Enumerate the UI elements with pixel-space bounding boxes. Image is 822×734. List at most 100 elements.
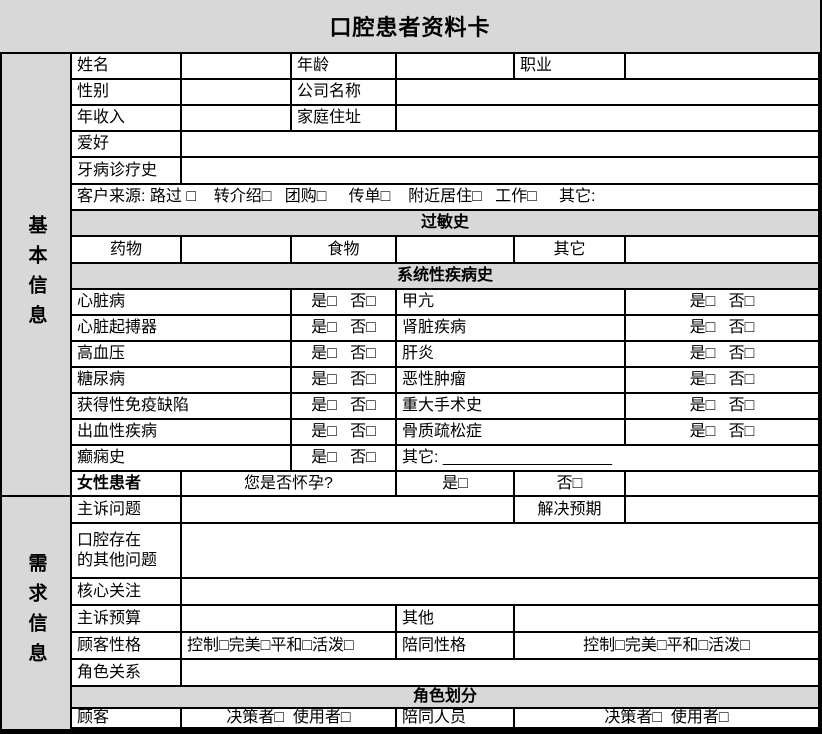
female-patient-label: 女性患者 — [72, 472, 182, 497]
allergy-food-label: 食物 — [292, 237, 397, 264]
form-body: 基本信息 需求信息 姓名 年龄 职业 性别 公司名称 年收 — [0, 54, 820, 729]
disease-right-label-2: 肝炎 — [397, 342, 626, 368]
pregnancy-yes-checkbox[interactable]: 是□ — [397, 472, 515, 497]
bottom-border-rule — [0, 729, 820, 734]
disease-left-label-5: 出血性疾病 — [72, 420, 292, 446]
table-row: 糖尿病 是□ 否□ 恶性肿瘤 是□ 否□ — [72, 368, 820, 394]
budget-other-value-cell[interactable] — [515, 606, 820, 633]
disease-right-yesno-1[interactable]: 是□ 否□ — [626, 316, 820, 342]
disease-right-yesno-2[interactable]: 是□ 否□ — [626, 342, 820, 368]
form-table: 姓名 年龄 职业 性别 公司名称 年收入 家庭住址 爱好 — [72, 54, 820, 729]
companion-personality-label: 陪同性格 — [397, 633, 515, 660]
other-oral-issues-value-cell[interactable] — [182, 524, 820, 579]
table-row: 口腔存在 的其他问题 — [72, 524, 820, 579]
disease-left-label-1: 心脏起搏器 — [72, 316, 292, 342]
table-row: 高血压 是□ 否□ 肝炎 是□ 否□ — [72, 342, 820, 368]
disease-right-yesno-5[interactable]: 是□ 否□ — [626, 420, 820, 446]
disease-right-label-5: 骨质疏松症 — [397, 420, 626, 446]
epilepsy-yesno[interactable]: 是□ 否□ — [292, 446, 397, 472]
disease-left-label-2: 高血压 — [72, 342, 292, 368]
other-oral-issues-label: 口腔存在 的其他问题 — [72, 524, 182, 579]
hobby-value-cell[interactable] — [182, 132, 820, 158]
chief-issue-value-cell[interactable] — [182, 497, 515, 524]
demand-info-label: 需求信息 — [25, 553, 47, 673]
disease-left-yesno-4[interactable]: 是□ 否□ — [292, 394, 397, 420]
allergy-food-value-cell[interactable] — [397, 237, 515, 264]
role-division-section-header: 角色划分 — [72, 687, 820, 709]
chief-issue-label: 主诉问题 — [72, 497, 182, 524]
role-customer-label: 顾客 — [72, 709, 182, 729]
disease-other-fill-line[interactable]: 其它: ___________________ — [397, 446, 820, 472]
role-customer-checkboxes[interactable]: 决策者□ 使用者□ — [182, 709, 397, 729]
disease-left-yesno-2[interactable]: 是□ 否□ — [292, 342, 397, 368]
table-row: 角色划分 — [72, 687, 820, 709]
gender-value-cell[interactable] — [182, 80, 292, 106]
disease-left-yesno-5[interactable]: 是□ 否□ — [292, 420, 397, 446]
allergy-drug-value-cell[interactable] — [182, 237, 292, 264]
table-row: 客户来源: 路过 □ 转介绍□ 团购□ 传单□ 附近居住□ 工作□ 其它: — [72, 185, 820, 211]
name-label: 姓名 — [72, 54, 182, 80]
page-title: 口腔患者资料卡 — [0, 0, 820, 54]
demand-info-section-label-cell: 需求信息 — [2, 497, 70, 729]
disease-right-label-4: 重大手术史 — [397, 394, 626, 420]
dental-history-value-cell[interactable] — [182, 158, 820, 185]
table-row: 性别 公司名称 — [72, 80, 820, 106]
role-companion-checkboxes[interactable]: 决策者□ 使用者□ — [515, 709, 820, 729]
disease-left-yesno-1[interactable]: 是□ 否□ — [292, 316, 397, 342]
role-relation-label: 角色关系 — [72, 660, 182, 687]
core-concern-value-cell[interactable] — [182, 579, 820, 606]
table-row: 牙病诊疗史 — [72, 158, 820, 185]
table-row: 顾客 决策者□ 使用者□ 陪同人员 决策者□ 使用者□ — [72, 709, 820, 729]
table-row: 药物 食物 其它 — [72, 237, 820, 264]
company-label: 公司名称 — [292, 80, 397, 106]
table-row: 主诉预算 其他 — [72, 606, 820, 633]
dental-history-label: 牙病诊疗史 — [72, 158, 182, 185]
basic-info-section-label-cell: 基本信息 — [2, 54, 70, 497]
disease-right-yesno-0[interactable]: 是□ 否□ — [626, 290, 820, 316]
chief-budget-value-cell[interactable] — [182, 606, 397, 633]
table-row: 核心关注 — [72, 579, 820, 606]
customer-personality-checkboxes[interactable]: 控制□完美□平和□活泼□ — [182, 633, 397, 660]
table-row: 顾客性格 控制□完美□平和□活泼□ 陪同性格 控制□完美□平和□活泼□ — [72, 633, 820, 660]
income-label: 年收入 — [72, 106, 182, 132]
allergy-drug-label: 药物 — [72, 237, 182, 264]
disease-right-label-0: 甲亢 — [397, 290, 626, 316]
role-relation-value-cell[interactable] — [182, 660, 820, 687]
company-value-cell[interactable] — [397, 80, 820, 106]
customer-personality-label: 顾客性格 — [72, 633, 182, 660]
job-value-cell[interactable] — [626, 54, 820, 80]
disease-right-label-3: 恶性肿瘤 — [397, 368, 626, 394]
female-extra-cell[interactable] — [626, 472, 820, 497]
disease-left-label-4: 获得性免疫缺陷 — [72, 394, 292, 420]
age-value-cell[interactable] — [397, 54, 515, 80]
budget-other-label: 其他 — [397, 606, 515, 633]
table-row: 姓名 年龄 职业 — [72, 54, 820, 80]
disease-left-yesno-3[interactable]: 是□ 否□ — [292, 368, 397, 394]
income-value-cell[interactable] — [182, 106, 292, 132]
disease-right-yesno-4[interactable]: 是□ 否□ — [626, 394, 820, 420]
table-row: 女性患者 您是否怀孕? 是□ 否□ — [72, 472, 820, 497]
basic-info-label: 基本信息 — [25, 214, 47, 335]
table-row: 角色关系 — [72, 660, 820, 687]
disease-right-yesno-3[interactable]: 是□ 否□ — [626, 368, 820, 394]
table-row: 年收入 家庭住址 — [72, 106, 820, 132]
disease-right-label-1: 肾脏疾病 — [397, 316, 626, 342]
table-row: 系统性疾病史 — [72, 264, 820, 290]
table-row: 心脏病 是□ 否□ 甲亢 是□ 否□ — [72, 290, 820, 316]
expectation-value-cell[interactable] — [626, 497, 820, 524]
companion-personality-checkboxes[interactable]: 控制□完美□平和□活泼□ — [515, 633, 820, 660]
disease-left-yesno-0[interactable]: 是□ 否□ — [292, 290, 397, 316]
address-value-cell[interactable] — [397, 106, 820, 132]
systemic-disease-section-header: 系统性疾病史 — [72, 264, 820, 290]
allergy-other-value-cell[interactable] — [626, 237, 820, 264]
epilepsy-label: 癫痫史 — [72, 446, 292, 472]
table-row: 爱好 — [72, 132, 820, 158]
table-row: 出血性疾病 是□ 否□ 骨质疏松症 是□ 否□ — [72, 420, 820, 446]
address-label: 家庭住址 — [292, 106, 397, 132]
customer-source-checkbox-line[interactable]: 客户来源: 路过 □ 转介绍□ 团购□ 传单□ 附近居住□ 工作□ 其它: — [72, 185, 820, 211]
table-row: 主诉问题 解决预期 — [72, 497, 820, 524]
disease-left-label-3: 糖尿病 — [72, 368, 292, 394]
name-value-cell[interactable] — [182, 54, 292, 80]
pregnancy-no-checkbox[interactable]: 否□ — [515, 472, 626, 497]
